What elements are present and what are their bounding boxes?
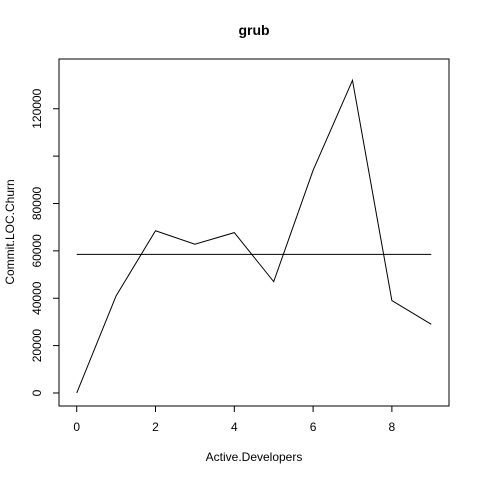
x-tick-label: 6: [310, 420, 317, 434]
y-tick-label: 20000: [30, 329, 44, 363]
y-tick-label: 60000: [30, 234, 44, 268]
y-tick-label: 80000: [30, 186, 44, 220]
y-axis-label: Commit.LOC.Churn: [3, 179, 17, 284]
y-tick-label: 0: [30, 389, 44, 396]
series-line: [76, 78, 432, 394]
y-tick-label: 40000: [30, 281, 44, 315]
x-tick-label: 4: [231, 420, 238, 434]
x-axis: 0 2 4 6 8: [73, 405, 396, 434]
x-tick-label: 8: [389, 420, 396, 434]
chart-title: grub: [238, 22, 269, 38]
y-axis: 0 20000 40000 60000 80000 120000: [30, 88, 60, 396]
x-tick-label: 0: [73, 420, 80, 434]
y-tick-label: 120000: [30, 88, 44, 128]
x-axis-label: Active.Developers: [206, 450, 303, 464]
x-tick-label: 2: [152, 420, 159, 434]
